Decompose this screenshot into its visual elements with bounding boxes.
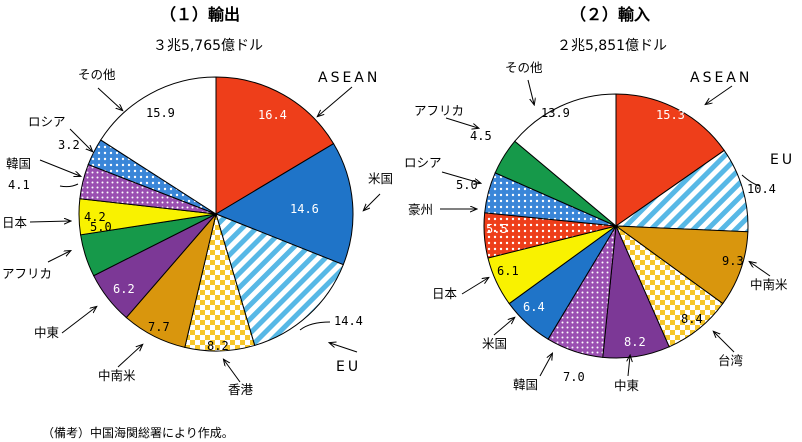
- chart1-leader-lines: [29, 86, 381, 383]
- chart2-label-taiwan: 台湾: [718, 353, 743, 368]
- chart1-arrow-other: [97, 87, 122, 110]
- chart1-total: ３兆5,765億ドル: [153, 38, 263, 54]
- chart2-arrow-mideast: [628, 356, 630, 377]
- chart2-arrow-other: [527, 79, 534, 104]
- chart1-arrow-russia: [69, 128, 92, 151]
- chart1-value-korea: 4.1: [8, 178, 30, 192]
- chart1-arrow-eu: [330, 343, 358, 353]
- chart1-label-eu: EU: [336, 359, 361, 375]
- chart1-value-other: 15.9: [146, 106, 175, 120]
- chart2-arrow-korea: [539, 354, 552, 377]
- chart2-value-africa: 4.5: [470, 129, 492, 143]
- chart2-value-taiwan: 8.4: [681, 312, 703, 326]
- chart1-arrow-asean: [318, 86, 353, 116]
- chart2-label-eu: EU: [770, 152, 795, 168]
- chart2-arrow-russia: [441, 171, 480, 183]
- chart1-label-mideast: 中東: [34, 325, 60, 340]
- chart2-label-us: 米国: [482, 336, 507, 351]
- chart2-value-other: 13.9: [541, 106, 570, 120]
- chart1-label-japan: 日本: [2, 215, 28, 230]
- chart2-slice-0-asean: [615, 93, 725, 227]
- chart2-value-russia: 5.0: [456, 178, 478, 192]
- chart2-arrow-africa: [445, 117, 478, 128]
- chart2-label-korea: 韓国: [513, 377, 538, 392]
- chart2-label-mideast: 中東: [614, 378, 640, 393]
- chart1-slice-10-その他: [100, 76, 217, 215]
- chart1-label-russia: ロシア: [28, 114, 66, 129]
- chart1-label-other: その他: [78, 67, 116, 82]
- chart2-slice-1-eu: [614, 149, 749, 233]
- chart1-arrow-us: [364, 193, 381, 210]
- chart1-value-mideast: 6.2: [113, 282, 135, 296]
- chart1-title: （１）輸出: [160, 5, 240, 24]
- chart2-value-korea: 7.0: [563, 370, 585, 384]
- chart2-value-us: 6.4: [523, 300, 545, 314]
- chart1-arrow-korea: [39, 159, 80, 176]
- chart1-value-latam: 7.7: [148, 320, 170, 334]
- chart1-label-africa: アフリカ: [2, 266, 52, 281]
- chart1-slice-2-eu: [215, 213, 344, 347]
- chart1-arrow-latam: [117, 345, 142, 368]
- chart1-tick-korea: [59, 183, 79, 188]
- chart2-tick-eu: [741, 174, 761, 187]
- chart2-slice-2-中南米: [614, 225, 749, 305]
- chart1-slice-0-asean: [215, 76, 335, 215]
- chart2-arrow-taiwan: [714, 332, 735, 353]
- chart1-arrow-africa: [47, 251, 70, 263]
- chart1-arrow-hongkong: [224, 360, 241, 383]
- chart2-slice-11-その他: [514, 93, 617, 228]
- chart2-label-africa: アフリカ: [414, 103, 464, 118]
- chart2-value-mideast: 8.2: [624, 335, 646, 349]
- chart2-value-eu: 10.4: [747, 182, 776, 196]
- chart1-slice-1-米国: [214, 142, 354, 266]
- chart2-value-japan: 6.1: [497, 264, 519, 278]
- chart2-arrow-asean: [706, 85, 733, 104]
- chart2-leader-lines: [440, 79, 771, 377]
- chart2-label-japan: 日本: [432, 286, 458, 301]
- chart2-label-australia: 豪州: [408, 202, 433, 217]
- chart1-label-hongkong: 香港: [228, 382, 254, 397]
- export-pie: [78, 76, 354, 352]
- chart1-value-russia: 3.2: [58, 138, 80, 152]
- chart1-tick-eu: [299, 321, 331, 331]
- chart2-label-asean: ASEAN: [690, 70, 752, 86]
- source-note: （備考）中国海関総署により作成。: [42, 425, 234, 440]
- chart1-value-africa: 5.0: [90, 220, 112, 234]
- chart2-arrow-latam: [750, 262, 771, 277]
- chart1-arrow-japan: [29, 221, 70, 222]
- chart1-value-japan: 4.2: [84, 210, 106, 224]
- chart1-value-hongkong: 8.2: [207, 339, 229, 353]
- chart1-arrow-mideast: [61, 307, 96, 334]
- chart2-label-russia: ロシア: [404, 155, 442, 170]
- import-pie: [483, 93, 749, 359]
- chart2-total: ２兆5,851億ドル: [557, 38, 667, 54]
- chart1-value-us: 14.6: [290, 202, 319, 216]
- chart1-value-asean: 16.4: [258, 108, 287, 122]
- chart1-label-latam: 中南米: [98, 368, 136, 383]
- chart2-arrow-japan: [461, 278, 488, 295]
- chart2-label-other: その他: [505, 60, 543, 75]
- chart2-title: （２）輸入: [570, 5, 650, 24]
- chart2-arrow-us: [493, 318, 514, 336]
- chart1-label-korea: 韓国: [6, 156, 31, 171]
- chart1-value-eu: 14.4: [334, 314, 363, 328]
- chart1-label-asean: ASEAN: [318, 70, 380, 86]
- chart1-label-us: 米国: [368, 171, 393, 186]
- chart2-label-latam: 中南米: [750, 277, 788, 292]
- chart2-value-asean: 15.3: [656, 108, 685, 122]
- chart2-value-australia: 5.5: [486, 222, 508, 236]
- chart2-value-latam: 9.3: [722, 254, 744, 268]
